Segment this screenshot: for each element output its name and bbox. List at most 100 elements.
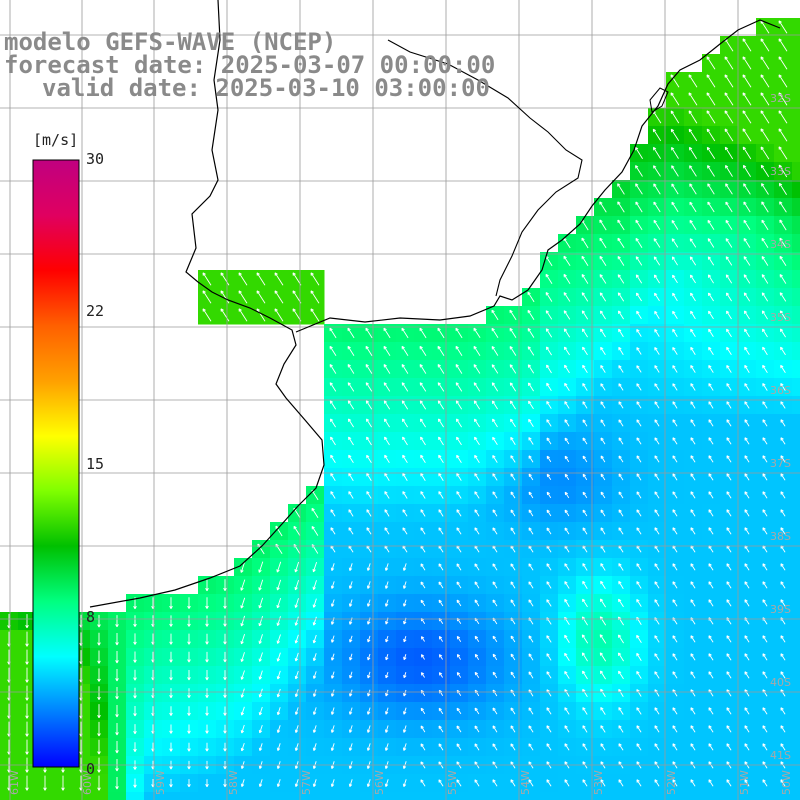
wind-arrow	[600, 779, 606, 787]
wind-arrow	[690, 671, 696, 679]
wind-arrow	[690, 743, 696, 751]
wind-arrow	[420, 707, 426, 715]
wind-arrow	[312, 653, 317, 662]
wind-arrow	[726, 455, 732, 463]
wind-arrow	[564, 707, 570, 715]
wind-arrow	[744, 671, 750, 679]
wind-arrow	[365, 345, 373, 356]
wind-arrow	[564, 634, 570, 644]
wind-arrow	[366, 725, 371, 733]
wind-arrow	[725, 201, 733, 213]
wind-arrow	[635, 219, 643, 231]
wind-arrow	[744, 653, 750, 661]
wind-arrow	[402, 454, 408, 464]
wind-arrow	[726, 671, 732, 679]
wind-arrow	[474, 671, 480, 679]
wind-arrow	[636, 527, 642, 535]
wind-arrow	[617, 310, 624, 320]
wind-arrow	[582, 670, 588, 680]
wind-arrow	[708, 509, 714, 517]
wind-arrow	[275, 525, 283, 537]
wind-arrow	[706, 128, 716, 142]
colorbar-tick: 30	[86, 150, 105, 168]
wind-arrow	[329, 418, 336, 428]
wind-arrow	[654, 653, 660, 661]
field-cell	[576, 792, 595, 800]
wind-arrow	[311, 526, 319, 536]
wind-arrow	[546, 653, 552, 661]
wind-arrow	[420, 436, 426, 446]
wind-arrow	[635, 165, 643, 177]
wind-arrow	[349, 689, 353, 697]
lon-label: 55W	[446, 770, 459, 795]
wind-arrow	[744, 527, 750, 535]
wind-arrow	[726, 383, 732, 391]
field-cell	[756, 792, 775, 800]
wind-arrow	[474, 473, 480, 481]
wind-arrow	[294, 779, 299, 788]
wind-arrow	[455, 327, 463, 339]
wind-arrow	[670, 92, 680, 106]
wind-arrow	[780, 635, 786, 643]
wind-arrow	[402, 779, 407, 788]
wind-arrow	[708, 581, 714, 589]
wind-arrow	[744, 779, 750, 787]
wind-arrow	[671, 220, 679, 230]
wind-arrow	[654, 383, 660, 391]
wind-arrow	[330, 653, 335, 661]
wind-arrow	[778, 20, 788, 34]
wind-arrow	[780, 743, 786, 751]
field-cell	[792, 162, 800, 181]
wind-arrow	[330, 671, 335, 679]
wind-arrow	[726, 635, 732, 643]
wind-arrow	[274, 272, 284, 286]
wind-arrow	[133, 687, 137, 699]
wind-arrow	[528, 599, 534, 607]
wind-arrow	[274, 290, 284, 304]
wind-arrow	[169, 633, 173, 645]
wind-arrow	[403, 635, 407, 643]
lat-label: 36S	[770, 384, 791, 397]
wind-arrow	[367, 653, 371, 661]
wind-arrow	[600, 365, 606, 373]
wind-arrow	[365, 400, 373, 410]
wind-arrow	[383, 382, 391, 392]
wind-arrow	[238, 308, 248, 322]
wind-arrow	[258, 579, 264, 591]
wind-arrow	[636, 419, 642, 427]
wind-arrow	[474, 509, 480, 517]
wind-arrow	[582, 491, 588, 499]
wind-arrow	[599, 255, 607, 266]
wind-arrow	[527, 291, 535, 303]
wind-arrow	[690, 455, 696, 463]
wind-arrow	[672, 653, 678, 661]
wind-arrow	[654, 509, 660, 517]
wind-arrow	[671, 238, 679, 248]
wind-arrow	[474, 779, 480, 787]
wind-arrow	[491, 382, 499, 392]
wind-arrow	[510, 418, 516, 428]
wind-arrow	[510, 527, 516, 535]
wind-arrow	[600, 563, 606, 571]
lon-label: 51W	[738, 770, 751, 795]
field-cell	[450, 792, 469, 800]
wind-arrow	[636, 581, 642, 589]
wind-arrow	[690, 725, 696, 733]
wind-arrow	[455, 382, 463, 392]
wind-arrow	[546, 455, 552, 463]
wind-arrow	[653, 201, 661, 213]
wind-arrow	[455, 418, 462, 428]
wind-arrow	[187, 597, 191, 609]
wind-arrow	[636, 401, 642, 409]
wind-arrow	[312, 743, 317, 752]
wind-arrow	[437, 345, 445, 356]
wind-arrow	[689, 165, 697, 177]
wind-arrow	[636, 365, 642, 373]
wind-arrow	[780, 707, 786, 715]
wind-arrow	[474, 599, 480, 607]
wind-arrow	[205, 706, 209, 716]
wind-arrow	[492, 563, 498, 571]
wind-arrow	[187, 724, 191, 734]
wind-arrow	[438, 725, 444, 733]
